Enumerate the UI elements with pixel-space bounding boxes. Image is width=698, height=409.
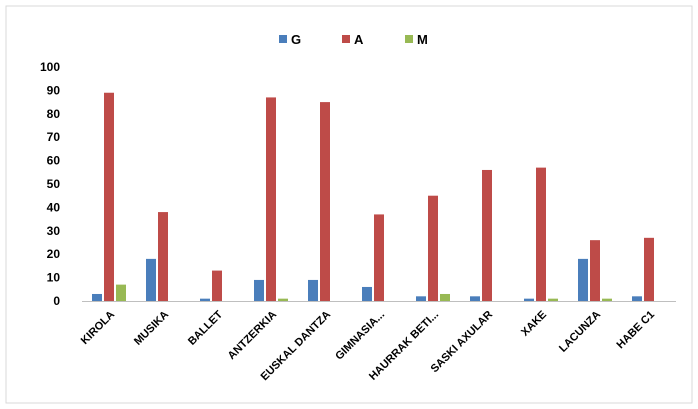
y-tick-label: 30 <box>47 224 61 238</box>
bar-a-0 <box>104 92 114 302</box>
legend-label-m: M <box>417 32 428 47</box>
bar-g-7 <box>470 296 480 301</box>
bar-a-7 <box>482 169 492 301</box>
bar-m-3 <box>278 298 288 301</box>
bar-m-9 <box>602 298 612 301</box>
y-tick-label: 90 <box>47 83 61 97</box>
legend-label-g: G <box>291 32 301 47</box>
bar-g-10 <box>632 296 642 301</box>
bar-m-6 <box>440 293 450 301</box>
y-tick-label: 10 <box>47 271 61 285</box>
bar-a-6 <box>428 195 438 301</box>
bar-a-5 <box>374 214 384 301</box>
bar-g-3 <box>254 279 264 301</box>
bar-m-8 <box>548 298 558 301</box>
bar-a-8 <box>536 167 546 301</box>
legend-swatch-a <box>342 35 350 43</box>
plot-area <box>92 92 654 302</box>
bar-a-3 <box>266 97 276 301</box>
bar-g-1 <box>146 258 156 301</box>
bar-g-5 <box>362 286 372 301</box>
bar-a-10 <box>644 237 654 301</box>
y-tick-label: 50 <box>47 177 61 191</box>
y-tick-label: 60 <box>47 154 61 168</box>
legend-label-a: A <box>354 32 364 47</box>
legend-swatch-g <box>279 35 287 43</box>
bar-a-2 <box>212 270 222 301</box>
bar-g-9 <box>578 258 588 301</box>
bar-g-6 <box>416 296 426 301</box>
bar-m-0 <box>116 284 126 301</box>
legend-swatch-m <box>405 35 413 43</box>
bar-a-4 <box>320 102 330 301</box>
bar-g-2 <box>200 298 210 301</box>
y-tick-label: 100 <box>40 60 60 74</box>
y-tick-label: 80 <box>47 107 61 121</box>
y-tick-label: 0 <box>53 294 60 308</box>
bar-g-8 <box>524 298 534 301</box>
y-tick-label: 20 <box>47 247 61 261</box>
bar-g-0 <box>92 293 102 301</box>
y-tick-label: 40 <box>47 200 61 214</box>
bar-a-1 <box>158 212 168 301</box>
y-tick-label: 70 <box>47 130 61 144</box>
bar-g-4 <box>308 279 318 301</box>
bar-a-9 <box>590 240 600 301</box>
y-axis: 0 10 20 30 40 50 60 70 80 90 100 <box>40 60 60 308</box>
chart-border <box>5 5 693 404</box>
